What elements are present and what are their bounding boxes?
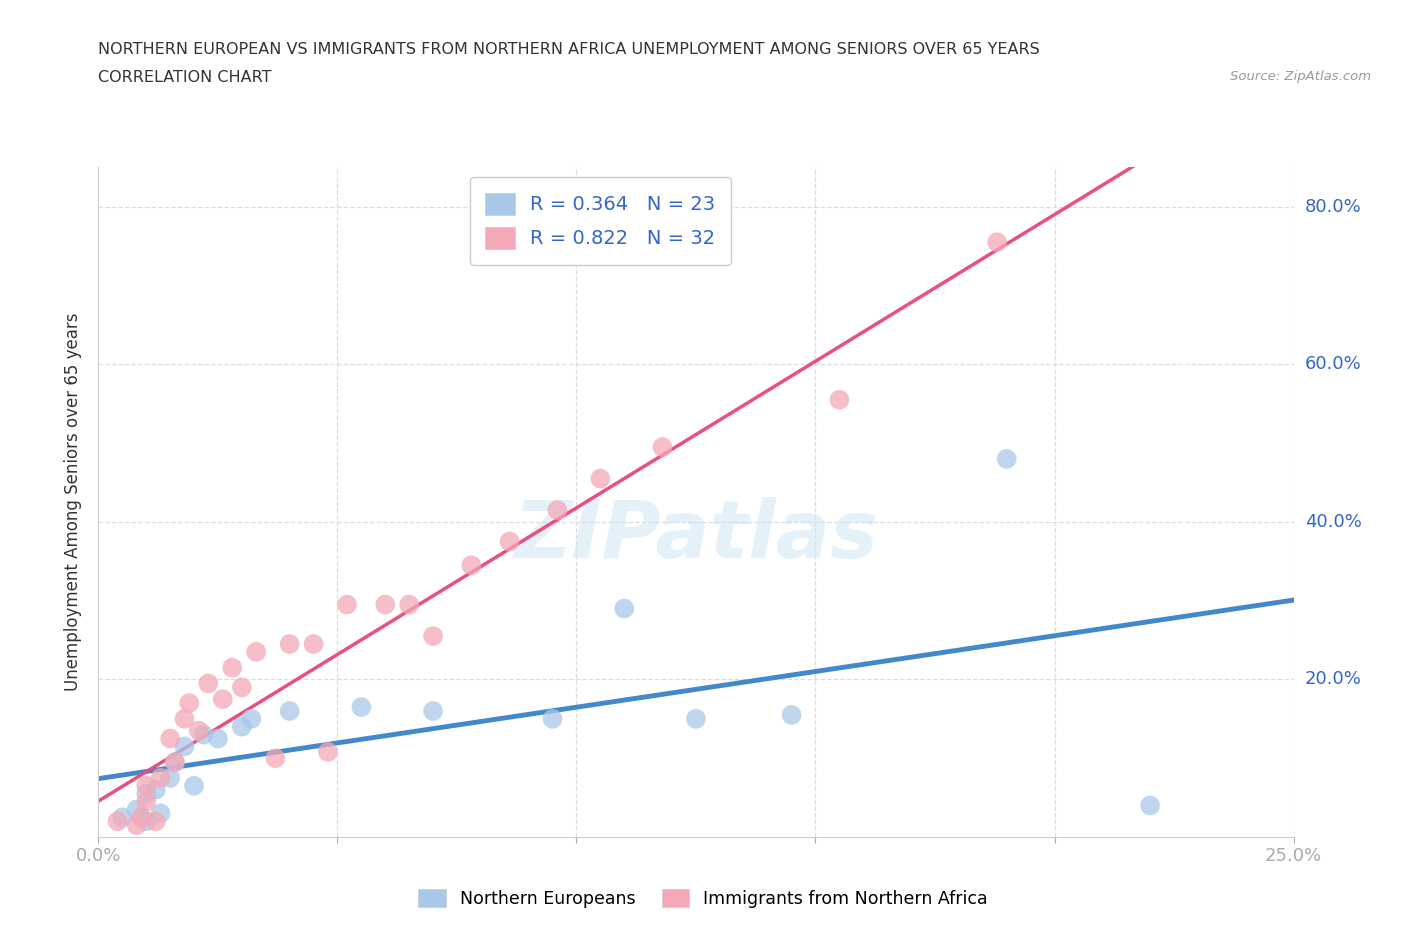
Point xyxy=(149,806,172,821)
Point xyxy=(163,755,186,770)
Point xyxy=(1139,798,1161,813)
Point xyxy=(336,597,359,612)
Text: CORRELATION CHART: CORRELATION CHART xyxy=(98,70,271,85)
Point xyxy=(302,636,325,651)
Point xyxy=(422,629,444,644)
Point xyxy=(651,440,673,455)
Point xyxy=(163,755,186,770)
Point xyxy=(546,502,568,517)
Point xyxy=(183,778,205,793)
Point xyxy=(135,814,157,829)
Point xyxy=(207,731,229,746)
Point xyxy=(211,692,233,707)
Point xyxy=(231,719,253,734)
Point xyxy=(541,711,564,726)
Point xyxy=(613,601,636,616)
Point xyxy=(131,810,153,825)
Point xyxy=(145,814,167,829)
Point xyxy=(398,597,420,612)
Point xyxy=(159,770,181,785)
Point xyxy=(460,558,482,573)
Text: 20.0%: 20.0% xyxy=(1305,671,1361,688)
Point xyxy=(264,751,287,765)
Y-axis label: Unemployment Among Seniors over 65 years: Unemployment Among Seniors over 65 years xyxy=(65,313,83,691)
Point xyxy=(589,472,612,486)
Point xyxy=(350,699,373,714)
Point xyxy=(780,708,803,723)
Text: Source: ZipAtlas.com: Source: ZipAtlas.com xyxy=(1230,70,1371,83)
Point xyxy=(149,770,172,785)
Point xyxy=(278,636,301,651)
Text: 60.0%: 60.0% xyxy=(1305,355,1361,373)
Point xyxy=(135,786,157,801)
Point xyxy=(125,802,148,817)
Text: NORTHERN EUROPEAN VS IMMIGRANTS FROM NORTHERN AFRICA UNEMPLOYMENT AMONG SENIORS : NORTHERN EUROPEAN VS IMMIGRANTS FROM NOR… xyxy=(98,42,1040,57)
Point xyxy=(111,810,134,825)
Point xyxy=(316,745,339,760)
Point xyxy=(187,724,209,738)
Point xyxy=(197,676,219,691)
Point xyxy=(498,534,520,549)
Point xyxy=(159,731,181,746)
Point xyxy=(231,680,253,695)
Point xyxy=(173,711,195,726)
Point xyxy=(995,451,1018,466)
Text: 40.0%: 40.0% xyxy=(1305,512,1361,531)
Text: ZIPatlas: ZIPatlas xyxy=(513,497,879,575)
Point xyxy=(240,711,263,726)
Point xyxy=(125,817,148,832)
Legend: R = 0.364   N = 23, R = 0.822   N = 32: R = 0.364 N = 23, R = 0.822 N = 32 xyxy=(470,177,731,265)
Point xyxy=(173,739,195,754)
Point xyxy=(107,814,129,829)
Point xyxy=(278,703,301,718)
Text: 80.0%: 80.0% xyxy=(1305,198,1361,216)
Point xyxy=(422,703,444,718)
Point xyxy=(986,234,1008,249)
Point xyxy=(193,727,215,742)
Point xyxy=(685,711,707,726)
Point xyxy=(221,660,243,675)
Point xyxy=(179,696,201,711)
Point xyxy=(145,782,167,797)
Point xyxy=(135,778,157,793)
Point xyxy=(245,644,267,659)
Point xyxy=(135,794,157,809)
Legend: Northern Europeans, Immigrants from Northern Africa: Northern Europeans, Immigrants from Nort… xyxy=(409,881,997,917)
Point xyxy=(374,597,396,612)
Point xyxy=(828,392,851,407)
